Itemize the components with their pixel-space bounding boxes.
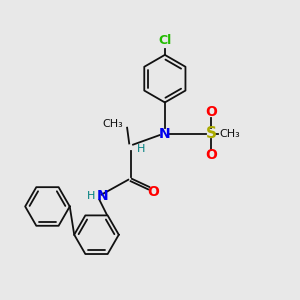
Text: H: H (137, 143, 146, 154)
Text: Cl: Cl (158, 34, 172, 47)
Text: CH₃: CH₃ (219, 129, 240, 139)
Text: N: N (97, 189, 108, 203)
Text: S: S (206, 126, 216, 141)
Text: O: O (205, 105, 217, 119)
Text: N: N (159, 127, 171, 141)
Text: CH₃: CH₃ (103, 119, 123, 129)
Text: O: O (147, 184, 159, 199)
Text: H: H (87, 191, 95, 201)
Text: O: O (205, 148, 217, 162)
